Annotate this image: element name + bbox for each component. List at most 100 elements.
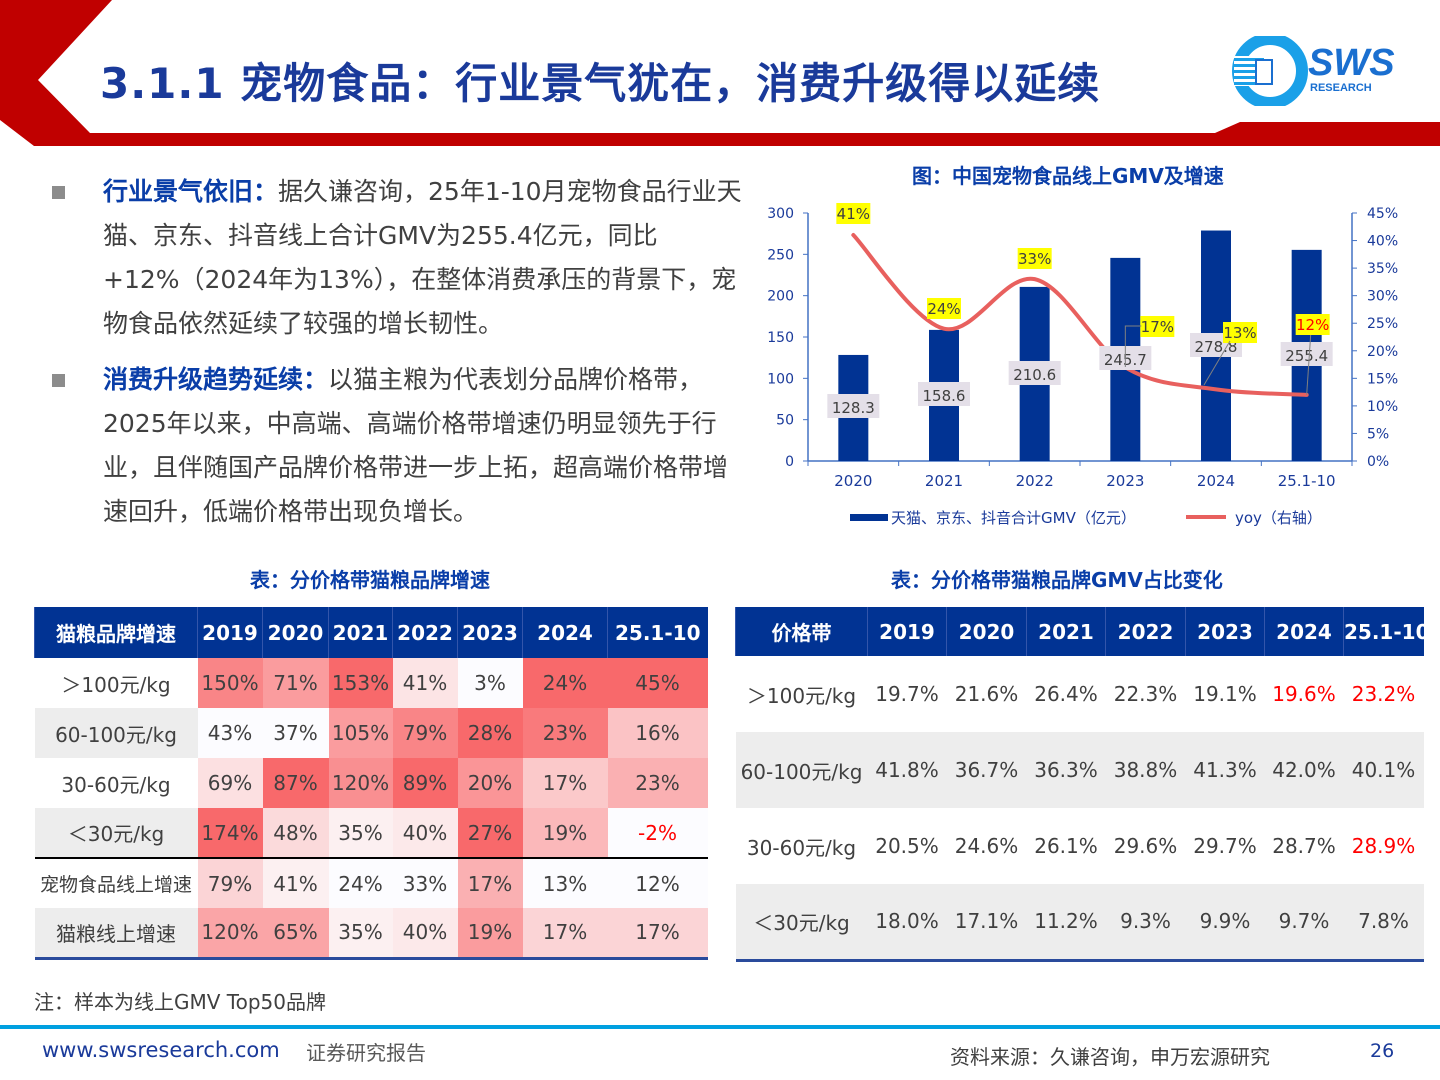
leader-line — [1124, 325, 1142, 367]
right-tick-label: 20% — [1367, 344, 1398, 360]
table2-caption: 表：分价格带猫粮品牌GMV占比变化 — [891, 568, 1223, 592]
table-row: 宠物食品线上增速 79% 41% 24% 33% 17% 13% 12% — [34, 857, 708, 908]
table-cell: 9.9% — [1185, 884, 1265, 962]
table-cell: 24% — [522, 658, 608, 708]
data-source: 资料来源：久谦咨询，申万宏源研究 — [950, 1045, 1270, 1069]
x-tick-label: 2022 — [1016, 472, 1054, 490]
table-cell: 38.8% — [1105, 732, 1186, 808]
table-cell: 120% — [328, 758, 393, 808]
yoy-value-label: 41% — [837, 205, 870, 223]
table-cell: 71% — [262, 658, 329, 708]
table-cell: 9.3% — [1105, 884, 1186, 962]
table-cell: 45% — [607, 658, 708, 708]
bar-value-label: 158.6 — [923, 387, 966, 405]
x-tick-label: 2023 — [1106, 472, 1144, 490]
left-tick-label: 200 — [767, 289, 794, 305]
table-row: 30-60元/kg 20.5% 24.6% 26.1% 29.6% 29.7% 28.7% 2… — [736, 808, 1424, 884]
table-cell: 19.6% — [1272, 682, 1336, 706]
page-number: 26 — [1370, 1040, 1395, 1062]
table-cell: 29.7% — [1193, 834, 1257, 858]
table-cell: 36.3% — [1026, 732, 1106, 808]
table-cell: 48% — [262, 808, 329, 858]
column-header: 2021 — [1026, 607, 1106, 656]
column-header: 2022 — [392, 607, 458, 658]
column-header: 25.1-10 — [607, 607, 708, 658]
row-label: 30-60元/kg — [34, 758, 198, 808]
table-row: ＜30元/kg 174% 48% 35% 40% 27% 19% -2% — [34, 808, 708, 858]
yoy-label-box — [1295, 314, 1330, 335]
table-cell: 19% — [457, 908, 523, 960]
website-link[interactable]: www.swsresearch.com — [42, 1038, 280, 1062]
yoy-line — [851, 233, 1309, 397]
table-cell: 28% — [457, 708, 523, 758]
table-cell: 41% — [392, 658, 458, 708]
table-cell: 11.2% — [1026, 884, 1106, 962]
table-cell: 153% — [328, 658, 393, 708]
table-cell: 65% — [262, 908, 329, 960]
table-cell: 120% — [197, 908, 263, 960]
right-tick-label: 15% — [1367, 371, 1398, 387]
bar-label-box — [1280, 342, 1333, 366]
column-header: 2020 — [262, 607, 329, 658]
gmv-chart: 0 50 100 150 200 250 300 0% 5% 10% 15% 20% 25% 30% 35%… — [767, 203, 1398, 527]
table-cell: 19.7% — [875, 682, 939, 706]
table-cell: 12% — [607, 857, 708, 908]
table-row: 猫粮线上增速 120% 65% 35% 40% 19% 17% 17% — [34, 908, 708, 960]
table-cell: 21.6% — [954, 682, 1019, 706]
table-cell: 17% — [522, 758, 608, 808]
chart-caption: 图：中国宠物食品线上GMV及增速 — [912, 164, 1224, 188]
table-cell: 27% — [457, 808, 523, 858]
leader-line — [1203, 340, 1231, 386]
table-cell: 19% — [522, 808, 608, 858]
right-tick-label: 0% — [1367, 454, 1389, 470]
footnote: 注：样本为线上GMV Top50品牌 — [34, 990, 326, 1014]
yoy-value-label: 33% — [1018, 250, 1051, 268]
left-tick-label: 300 — [767, 206, 794, 222]
table-cell: 16% — [607, 708, 708, 758]
legend-line-label: yoy（右轴） — [1235, 509, 1322, 527]
page-title: 3.1.1 宠物食品：行业景气犹在，消费升级得以延续 — [100, 59, 1101, 108]
table-cell: 35% — [328, 808, 393, 858]
table-cell: 23.2% — [1351, 682, 1416, 706]
price-band-share-table: 价格带 2019 2020 2021 2022 2023 2024 25.1-10 ＞100元/… — [735, 607, 1429, 962]
table-cell: 17% — [607, 908, 708, 960]
table-cell: 33% — [392, 857, 458, 908]
legend-bar-label: 天猫、京东、抖音合计GMV（亿元） — [891, 509, 1136, 527]
table-cell: 35% — [328, 908, 393, 960]
bar-label-box — [827, 394, 880, 418]
row-label: ＜30元/kg — [34, 808, 198, 858]
sws-logo: SWS RESEARCH — [1232, 33, 1412, 109]
column-header: 2021 — [328, 607, 393, 658]
row-label: 猫粮线上增速 — [34, 908, 198, 960]
left-tick-label: 250 — [767, 247, 794, 263]
column-header: 2023 — [457, 607, 523, 658]
row-label: ＞100元/kg — [746, 683, 857, 708]
column-header: 2023 — [1185, 607, 1265, 656]
table-cell: 37% — [262, 708, 329, 758]
bullet-text: 以猫主粮为代表划分品牌价格带，2025年以来，中高端、高端价格带增速仍明显领先于… — [103, 365, 729, 526]
row-label: 60-100元/kg — [34, 708, 198, 758]
right-tick-label: 25% — [1367, 316, 1398, 332]
column-header: 2022 — [1105, 607, 1186, 656]
table-cell: 79% — [392, 708, 458, 758]
table-row: ＞100元/kg 19.7% 21.6% 26.4% 22.3% 19.1% 19.6% 23… — [736, 656, 1424, 732]
left-tick-label: 50 — [776, 413, 794, 429]
row-label: 30-60元/kg — [746, 835, 857, 860]
table-cell: 87% — [262, 758, 329, 808]
table-cell: 174% — [197, 808, 263, 858]
bar-value-label: 128.3 — [832, 399, 875, 417]
x-tick-label: 2020 — [834, 472, 872, 490]
table-cell: 43% — [197, 708, 263, 758]
bullet-list: 行业景气依旧：据久谦咨询，25年1-10月宠物食品行业天猫、京东、抖音线上合计G… — [52, 170, 742, 546]
table-cell: 22.3% — [1113, 682, 1178, 706]
table-cell: -2% — [607, 808, 708, 858]
table-cell: 28.7% — [1272, 834, 1336, 858]
table-cell: 23% — [522, 708, 608, 758]
bar-label-box — [1008, 361, 1061, 385]
table-cell: 41% — [262, 857, 329, 908]
table-cell: 29.6% — [1113, 834, 1178, 858]
logo-ring-icon — [1232, 33, 1308, 109]
table-row: ＜30元/kg 18.0% 17.1% 11.2% 9.3% 9.9% 9.7% 7.8% — [735, 884, 1424, 962]
bullet-text: 据久谦咨询，25年1-10月宠物食品行业天猫、京东、抖音线上合计GMV为255.… — [103, 177, 742, 338]
bullet-square-icon — [52, 374, 65, 387]
